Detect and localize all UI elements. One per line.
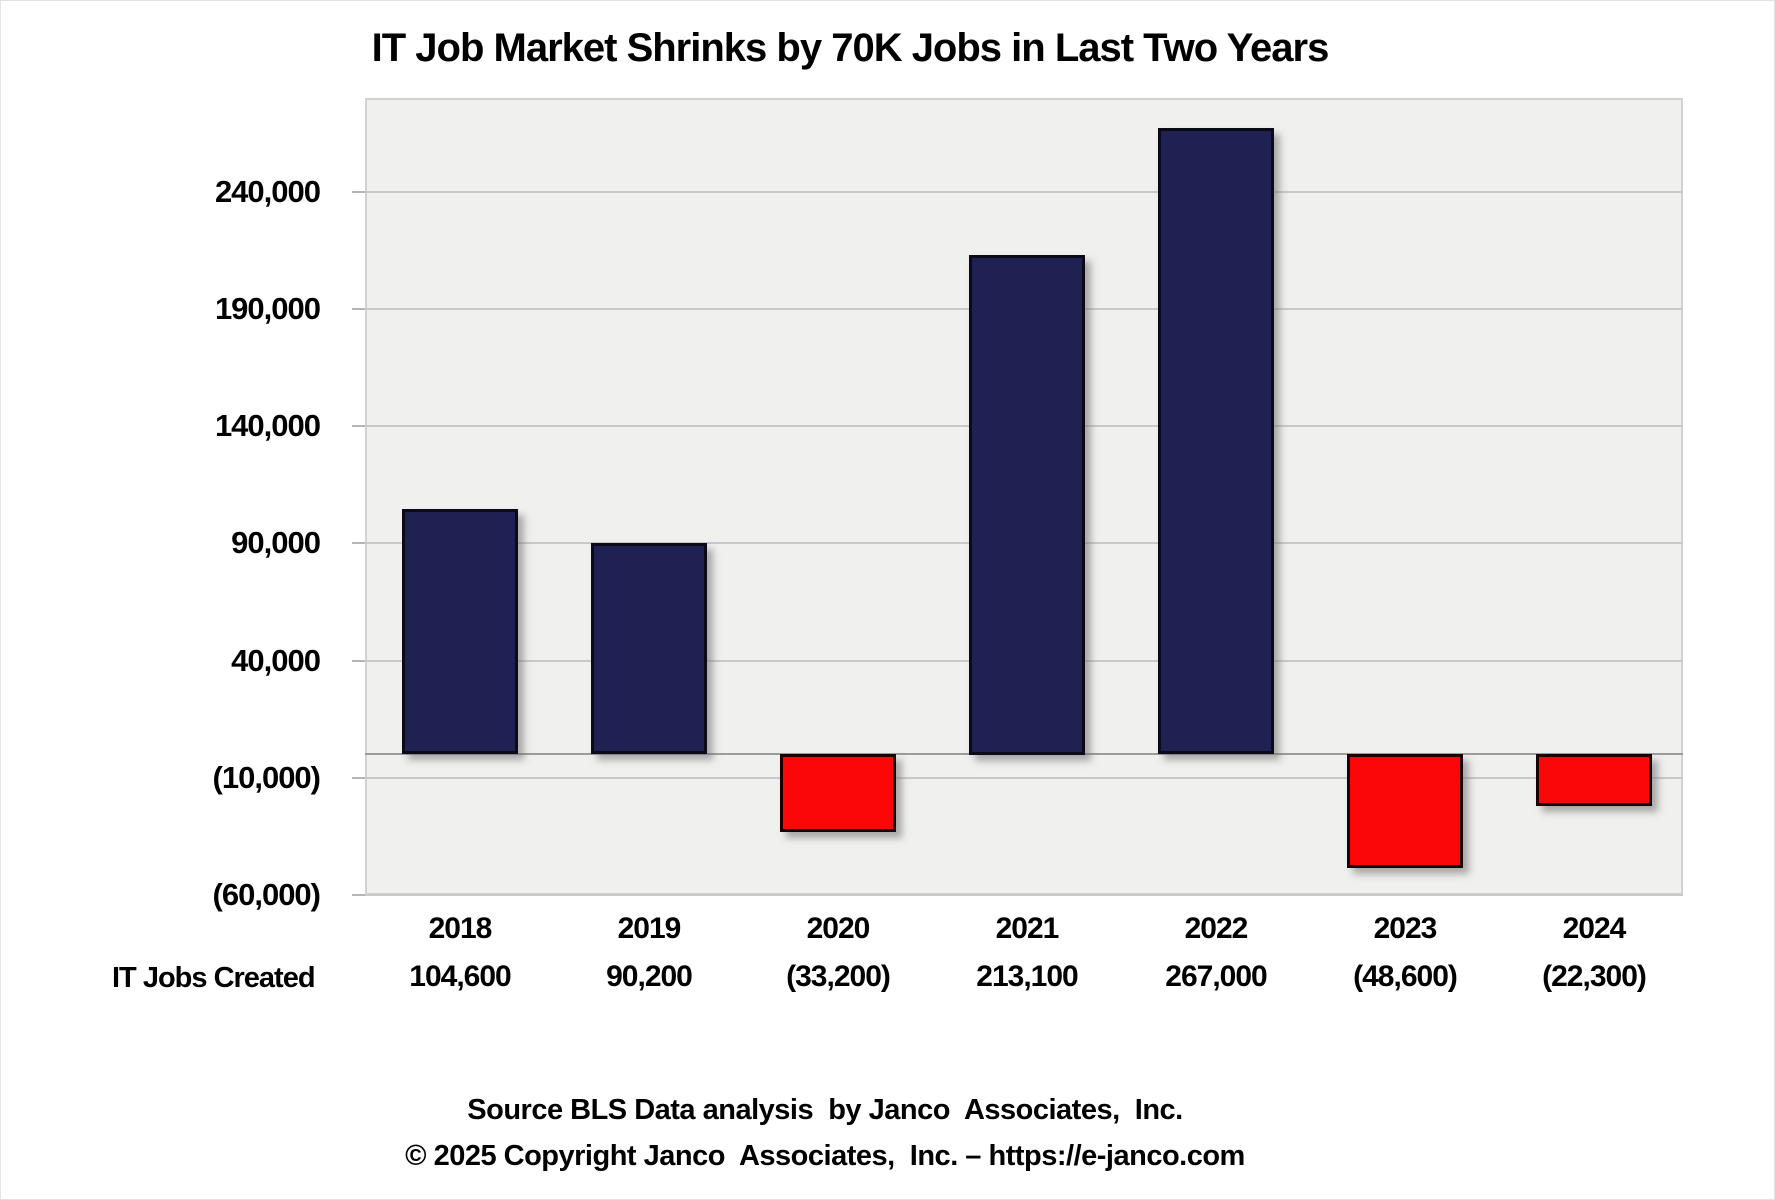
y-axis-tick-(60,000)	[352, 894, 365, 896]
y-axis-label-240,000: 240,000	[214, 174, 321, 209]
bar-2022	[1158, 128, 1274, 754]
bar-2018	[402, 509, 518, 754]
y-axis-label-190,000: 190,000	[214, 291, 321, 326]
x-axis-label-2021: 2021	[995, 912, 1060, 945]
series-row-label: IT Jobs Created	[112, 962, 316, 994]
value-label-2021: 213,100	[976, 960, 1078, 993]
value-label-2020: (33,200)	[786, 960, 891, 993]
y-axis-tick-240,000	[352, 191, 365, 193]
y-axis-label-40,000: 40,000	[231, 643, 321, 678]
y-axis-tick-190,000	[352, 308, 365, 310]
x-axis-label-2022: 2022	[1184, 912, 1249, 945]
y-axis-label-(10,000): (10,000)	[212, 760, 321, 795]
value-label-2022: 267,000	[1165, 960, 1267, 993]
y-axis-tick-(10,000)	[352, 777, 365, 779]
y-axis-label-140,000: 140,000	[214, 408, 321, 443]
chart-title: IT Job Market Shrinks by 70K Jobs in Las…	[371, 26, 1330, 70]
source-note: Source BLS Data analysis by Janco Associ…	[467, 1094, 1183, 1126]
y-axis-tick-90,000	[352, 542, 365, 544]
y-axis-tick-140,000	[352, 425, 365, 427]
gridline-(10,000)	[365, 777, 1683, 779]
value-label-2019: 90,200	[606, 960, 693, 993]
x-axis-label-2023: 2023	[1373, 912, 1438, 945]
bar-2021	[969, 255, 1085, 755]
copyright-note: © 2025 Copyright Janco Associates, Inc. …	[405, 1140, 1245, 1172]
x-axis-label-2020: 2020	[806, 912, 871, 945]
bar-2024	[1536, 754, 1652, 806]
x-axis-label-2019: 2019	[617, 912, 682, 945]
y-axis-label-(60,000): (60,000)	[212, 877, 321, 912]
x-axis-label-2018: 2018	[428, 912, 493, 945]
y-axis-label-90,000: 90,000	[231, 525, 321, 560]
value-label-2024: (22,300)	[1542, 960, 1647, 993]
gridline-(60,000)	[365, 894, 1683, 896]
bar-2020	[780, 754, 896, 832]
bar-2019	[591, 543, 707, 754]
bar-2023	[1347, 754, 1463, 868]
x-axis-label-2024: 2024	[1562, 912, 1627, 945]
value-label-2023: (48,600)	[1353, 960, 1458, 993]
value-label-2018: 104,600	[409, 960, 511, 993]
y-axis-tick-40,000	[352, 660, 365, 662]
gridline-240,000	[365, 191, 1683, 193]
